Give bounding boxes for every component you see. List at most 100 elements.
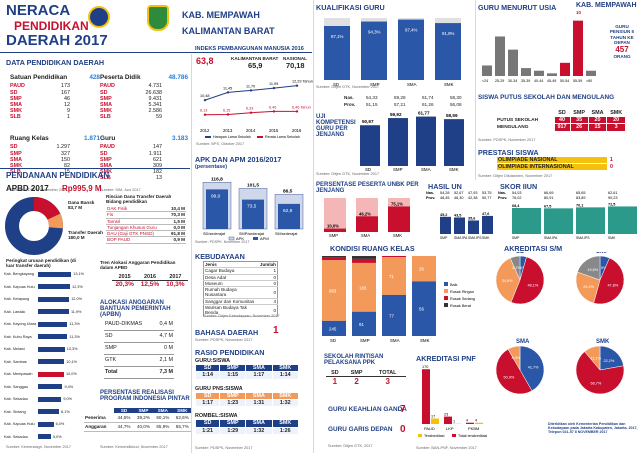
kondisi-segment xyxy=(352,311,376,336)
pie-slice xyxy=(509,255,521,281)
data-label: 10,48 xyxy=(200,94,210,98)
data-label: 8,3% xyxy=(512,356,521,360)
harapan-point xyxy=(272,86,276,90)
table-cell: 1:32 xyxy=(245,426,273,435)
ipm-prov-label: KALIMANTAN BARAT xyxy=(231,56,279,61)
rasio-label: GURU PNS:SISWA xyxy=(195,385,243,392)
rerata-point xyxy=(226,113,230,116)
table-cell: Tunjangan Khusus Guru xyxy=(106,224,168,232)
pie-slice xyxy=(599,345,624,371)
putus-table: SD SMP SMA SMK PUTUS SEKOLAH 40 35 20 20 MENGULAN… xyxy=(496,110,626,132)
stat-value: 15 xyxy=(64,169,70,176)
bar-row: Kab. Ketapang 12,0% xyxy=(4,293,84,306)
table-head: SMK xyxy=(271,419,300,428)
table-cell: 0 xyxy=(258,280,278,288)
tick-label: SD/sederajat xyxy=(203,232,226,236)
table-cell: 1:17 xyxy=(194,399,221,408)
bar-value: 5,0% xyxy=(53,434,62,439)
ipm-section: INDEKS PEMBANGUNAN MANUSIA 2016 63,8 KAL… xyxy=(193,44,313,150)
stat-value: 173 xyxy=(61,83,70,90)
table-row: 20,3% 12,5% 10,3% xyxy=(112,281,188,289)
akreditasi-section: AKREDITASI S/M 4,1% 48,1% 34,6% 6,2% SD 6,5% 4… xyxy=(488,242,640,453)
row-value: 58,30 xyxy=(450,95,462,100)
source-note: Sumber: Ditjen GTK, November 2017 xyxy=(316,172,380,176)
table-cell: 70,3 M xyxy=(167,211,186,219)
pemda-bar-chart: Kab. Bengkayang 13,1% Kab. Kapuas Hulu 12,3… xyxy=(4,268,84,443)
table-cell: DAK Fisik xyxy=(106,206,168,213)
row-label: Prov. xyxy=(426,196,435,200)
data-label: 4,1% xyxy=(517,266,526,270)
source-note: Sumber: Ditjen GTK, 2017 xyxy=(328,444,373,448)
data-label: 6,46 Tahun xyxy=(292,105,311,109)
stat-value: 1 xyxy=(67,114,70,121)
table-cell: 2 xyxy=(354,377,359,387)
data-label: 245 xyxy=(329,326,337,331)
satuan-block: Satuan Pendidikan 428 PAUD 173 SD 167 SMP 46 SM… xyxy=(10,74,100,121)
ipm-nas-value: 70,18 xyxy=(286,61,305,70)
tick-label: SMA IPS xyxy=(468,236,482,240)
rerata-point xyxy=(272,110,276,113)
umur-bar xyxy=(573,20,583,76)
row-label: Nas. xyxy=(344,95,354,100)
legend-swatch xyxy=(444,282,448,286)
table-cell: 60,1% xyxy=(153,413,173,423)
table-cell: 1:14 xyxy=(271,371,300,380)
footnote: Diterbitkan oleh Kementerian Pendidikan … xyxy=(548,422,638,434)
section-title: SEKOLAH RINTISAN PELAKSANA PPK xyxy=(324,354,384,366)
table-head: SD xyxy=(194,391,221,401)
source-note: Sumber: Kemendikbud, November 2017 xyxy=(100,445,168,449)
table-cell: Total xyxy=(104,366,155,379)
stat-row: SMK 182 xyxy=(100,169,162,175)
data-label: 59,92 xyxy=(390,112,402,117)
table-head: TOTAL xyxy=(369,370,406,378)
pnf-section: AKREDITASI PNF 170 17 PAUD 23 1 LKP 4 4 PKBM Tera… xyxy=(414,352,488,452)
table-head: SD xyxy=(194,419,221,428)
data-label: 45,2 xyxy=(440,213,447,217)
data-label: 56 xyxy=(419,307,424,312)
row-label: Prov. xyxy=(344,102,356,107)
stat-row: SMA 12 xyxy=(10,102,70,108)
bar-label: Kab. Melawi xyxy=(4,347,25,352)
nas-value: 62,61 xyxy=(608,191,618,195)
ukg-bar xyxy=(388,118,408,166)
table-cell: 0,9 M xyxy=(167,236,186,244)
table-head: SMP xyxy=(343,370,370,378)
umur-bar xyxy=(534,70,544,76)
data-label: 50,97 xyxy=(362,119,374,124)
rerata-point xyxy=(295,110,299,113)
source-note: Sumber: BPS, Oktober 2017 xyxy=(196,142,245,146)
table-row: Fis 70,3 M xyxy=(106,211,186,219)
pie-title: SD xyxy=(516,252,525,255)
umur-bar-chart: <24 25-29 30-34 35-39 40-44 45-49 50-54 55-59 >6… xyxy=(482,10,596,83)
stat-label: SMA xyxy=(10,156,22,163)
bar-label: Kab. Sekadau xyxy=(4,397,28,402)
pie-slice xyxy=(584,345,601,371)
pie-slice xyxy=(593,257,625,305)
data-label: 34,6% xyxy=(502,279,513,283)
bar-value: 9,0% xyxy=(63,397,73,402)
guru-label: Guru xyxy=(100,135,116,142)
table-cell: 0,4 M xyxy=(154,318,174,331)
bar-label: Kab. Kayong Utara xyxy=(4,322,37,327)
stat-label: SMA xyxy=(100,162,112,169)
kondisi-segment xyxy=(352,256,376,259)
tick-label: SMP/sederajat xyxy=(239,232,265,236)
source-note: Sumber: Kemendagri, November 2017 xyxy=(6,445,72,449)
data-label: 47,8% xyxy=(607,283,618,287)
stat-value: 621 xyxy=(153,156,162,163)
tick-label: SMA IPA xyxy=(454,236,468,240)
table-cell: 1 xyxy=(332,377,338,387)
stat-value: 82 xyxy=(64,162,70,169)
kualifikasi-section: KUALIFIKASI GURU 87,1% SD 94,3% SMP 97,4% SMA… xyxy=(314,0,474,92)
harapan-point xyxy=(295,84,299,87)
hasil-un-bar-chart: 54,28 52,67 47,93 53,75 48,45 46,30 42,38 50,77… xyxy=(426,191,493,240)
table-head: SMP xyxy=(219,364,247,373)
table-row: 1 2 3 xyxy=(326,377,406,387)
bar-row: Kab. Sambas 10,1% xyxy=(4,356,84,369)
stat-label: SMP xyxy=(10,95,22,102)
section-title: INDEKS PEMBANGUNAN MANUSIA 2016 xyxy=(195,46,304,52)
score-bar xyxy=(512,208,541,234)
table-cell: 44,5% xyxy=(114,413,134,423)
apbd-donut-chart xyxy=(5,197,63,255)
table-head: SD xyxy=(194,364,221,373)
